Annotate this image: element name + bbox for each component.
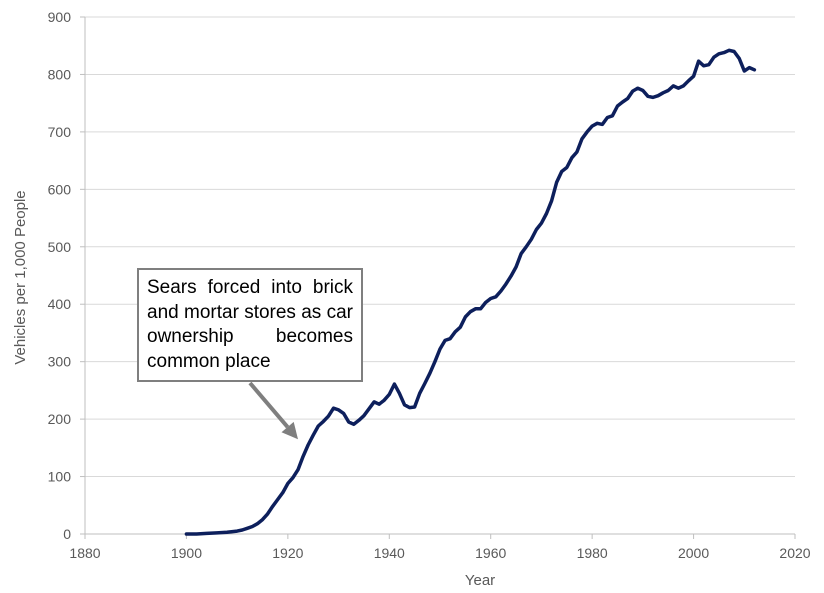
- y-tick-label: 200: [48, 411, 72, 427]
- y-tick-label: 600: [48, 181, 72, 197]
- series-line: [184, 48, 757, 536]
- y-tick-label: 300: [48, 354, 72, 370]
- x-tick-label: 2020: [779, 545, 810, 561]
- y-tick-label: 500: [48, 239, 72, 255]
- x-tick-label: 1960: [475, 545, 506, 561]
- x-tick-label: 1920: [272, 545, 303, 561]
- x-axis-title: Year: [465, 572, 495, 589]
- annotation-arrow-shaft: [248, 381, 290, 429]
- y-tick-label: 400: [48, 296, 72, 312]
- y-axis-title: Vehicles per 1,000 People: [12, 190, 29, 364]
- annotation-box: Sears forced into brick and mortar store…: [137, 268, 363, 382]
- x-tick-label: 1880: [69, 545, 100, 561]
- annotation-arrow-head: [281, 421, 298, 440]
- y-tick-label: 100: [48, 469, 72, 485]
- x-tick-label: 1900: [171, 545, 202, 561]
- annotation-text: Sears forced into brick and mortar store…: [147, 277, 353, 373]
- y-tick-label: 700: [48, 124, 72, 140]
- y-tick-label: 0: [63, 526, 71, 542]
- y-tick-label: 900: [48, 9, 72, 25]
- x-tick-label: 1940: [374, 545, 405, 561]
- x-tick-label: 2000: [678, 545, 709, 561]
- y-tick-label: 800: [48, 66, 72, 82]
- x-tick-label: 1980: [577, 545, 608, 561]
